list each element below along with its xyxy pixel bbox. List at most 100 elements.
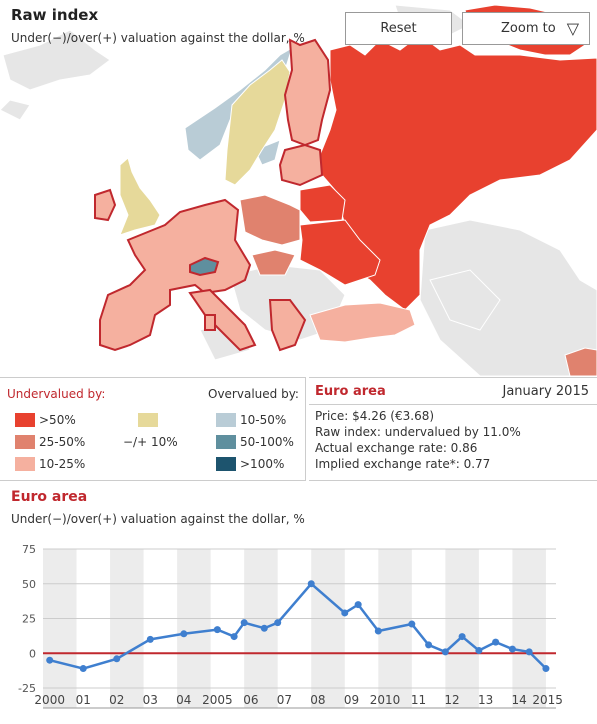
data-point	[146, 635, 154, 643]
legend-item-neutral[interactable]: −/+ 10%	[123, 435, 178, 449]
data-point	[475, 646, 483, 654]
data-point	[230, 633, 238, 641]
data-point	[492, 638, 500, 646]
europe-map[interactable]	[0, 0, 597, 376]
legend-item-under-10-25[interactable]: 10-25%	[15, 457, 85, 471]
legend-item-under-50[interactable]: >50%	[15, 413, 76, 427]
data-point	[79, 665, 87, 673]
data-point	[374, 627, 382, 635]
x-tick-label: 12	[444, 693, 459, 707]
data-point	[408, 620, 416, 628]
info-title: Euro area	[315, 384, 386, 399]
year-band	[177, 549, 211, 708]
hungary[interactable]	[251, 249, 296, 276]
legend-item-over-100[interactable]: >100%	[216, 457, 284, 471]
x-tick-label: 02	[109, 693, 124, 707]
data-point	[458, 633, 466, 641]
chart-title: Euro area	[11, 489, 88, 505]
x-tick-label: 2000	[34, 693, 65, 707]
zoom-to-dropdown[interactable]: Zoom to ▽	[462, 12, 590, 45]
legend-label: 25-50%	[39, 435, 86, 449]
united-kingdom[interactable]	[119, 157, 161, 236]
legend-label: 10-50%	[240, 413, 287, 427]
data-point	[354, 601, 362, 609]
year-band	[445, 549, 479, 708]
x-tick-label: 14	[511, 693, 526, 707]
legend: Undervalued by: Overvalued by: >50% 25-5…	[0, 377, 306, 481]
data-point	[341, 609, 349, 617]
middle-east[interactable]	[564, 347, 597, 376]
x-tick-label: 2005	[202, 693, 233, 707]
legend-swatch	[15, 457, 35, 471]
data-point	[508, 645, 516, 653]
y-tick-label: 25	[22, 613, 36, 626]
info-actual-rate: Actual exchange rate: 0.86	[315, 441, 478, 455]
legend-label: −/+ 10%	[123, 435, 178, 449]
data-point	[260, 624, 268, 632]
landmass-misc[interactable]	[0, 99, 31, 121]
y-tick-label: 0	[29, 647, 36, 660]
info-implied-rate: Implied exchange rate*: 0.77	[315, 457, 491, 471]
y-tick-label: 75	[22, 543, 36, 556]
x-tick-label: 07	[277, 693, 292, 707]
x-tick-label: 08	[310, 693, 325, 707]
chart-subtitle: Under(−)/over(+) valuation against the d…	[11, 512, 305, 526]
legend-item-over-10-50[interactable]: 10-50%	[216, 413, 286, 427]
info-box: Euro area January 2015 Price: $4.26 (€3.…	[309, 377, 597, 481]
mid-land[interactable]	[429, 269, 501, 331]
denmark[interactable]	[254, 139, 281, 166]
poland[interactable]	[239, 194, 301, 246]
data-point	[425, 641, 433, 649]
legend-item-over-50-100[interactable]: 50-100%	[216, 435, 294, 449]
greece[interactable]	[268, 299, 307, 352]
reset-button[interactable]: Reset	[345, 12, 452, 45]
data-point	[307, 580, 315, 588]
x-tick-label: 04	[176, 693, 191, 707]
turkey[interactable]	[309, 302, 416, 343]
year-band	[512, 549, 546, 708]
chevron-down-icon: ▽	[566, 19, 579, 38]
divider	[309, 404, 597, 405]
sweden[interactable]	[224, 59, 291, 186]
legend-label: 10-25%	[39, 457, 86, 471]
legend-item-neutral-swatch[interactable]	[138, 413, 162, 427]
map-subtitle: Under(−)/over(+) valuation against the d…	[11, 31, 305, 45]
map-title: Raw index	[11, 6, 99, 24]
sardinia[interactable]	[204, 314, 216, 331]
x-tick-label: 01	[76, 693, 91, 707]
ireland[interactable]	[94, 188, 117, 222]
eurozone-core[interactable]	[99, 198, 252, 352]
info-raw-index: Raw index: undervalued by 11.0%	[315, 425, 521, 439]
year-band	[43, 549, 77, 708]
overvalued-heading: Overvalued by:	[208, 387, 299, 401]
info-price: Price: $4.26 (€3.68)	[315, 409, 435, 423]
legend-label: >50%	[39, 413, 76, 427]
switzerland[interactable]	[189, 256, 220, 277]
x-tick-label: 13	[478, 693, 493, 707]
legend-item-under-25-50[interactable]: 25-50%	[15, 435, 85, 449]
data-point	[113, 655, 121, 663]
info-date: January 2015	[502, 384, 590, 399]
legend-label: 50-100%	[240, 435, 294, 449]
x-tick-label: 2015	[532, 693, 563, 707]
zoom-to-label: Zoom to	[501, 21, 556, 36]
x-tick-label: 09	[344, 693, 359, 707]
ukraine[interactable]	[299, 219, 381, 286]
legend-swatch	[15, 435, 35, 449]
data-point	[180, 630, 188, 638]
x-tick-label: 06	[243, 693, 258, 707]
finland[interactable]	[283, 38, 332, 147]
data-point	[46, 656, 54, 664]
iceland-land[interactable]	[2, 29, 111, 91]
data-point	[542, 665, 550, 673]
baltics[interactable]	[278, 143, 324, 187]
y-tick-label: 50	[22, 578, 36, 591]
legend-label: >100%	[240, 457, 285, 471]
legend-swatch	[15, 413, 35, 427]
data-point	[525, 648, 533, 656]
legend-swatch	[216, 457, 236, 471]
caucasus-land[interactable]	[419, 219, 597, 376]
data-point	[240, 619, 248, 627]
y-tick-label: -25	[18, 682, 36, 695]
